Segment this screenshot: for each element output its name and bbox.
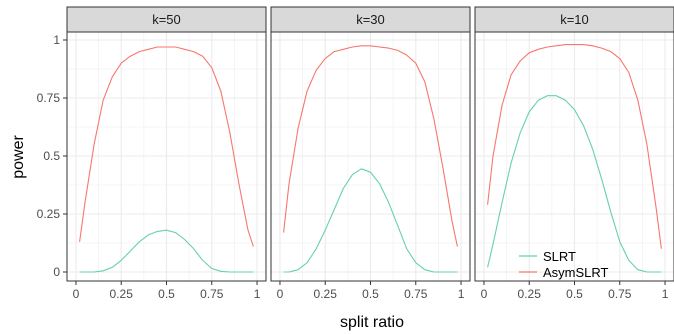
series-line-asymslrt: [487, 44, 662, 249]
x-tick-label: 0.5: [362, 287, 379, 301]
x-tick-label: 1: [458, 287, 465, 301]
series-line-slrt: [283, 168, 458, 273]
series-line-slrt: [487, 95, 662, 273]
x-tick-label: 1: [254, 287, 261, 301]
panel-title: k=30: [356, 12, 385, 27]
panel-title: k=10: [560, 12, 589, 27]
series-line-asymslrt: [283, 45, 458, 247]
panel-1: k=50 0 0.25 0.5 0.75 1 0 0.25 0.5 0.75 1: [37, 6, 267, 301]
x-tick-label: 1: [662, 287, 669, 301]
x-tick-label: 0.5: [158, 287, 175, 301]
y-tick-label: 0.75: [37, 91, 61, 105]
x-tick-label: 0.25: [314, 287, 338, 301]
x-tick-label: 0.5: [566, 287, 583, 301]
legend-label-asymslrt: AsymSLRT: [543, 265, 609, 280]
panel-title: k=50: [152, 12, 181, 27]
x-tick-label: 0: [277, 287, 284, 301]
x-tick-label: 0.75: [608, 287, 632, 301]
y-tick-label: 0.25: [37, 207, 61, 221]
panel-strip: [66, 6, 267, 33]
x-axis-title: split ratio: [340, 314, 404, 331]
x-tick-label: 0: [481, 287, 488, 301]
y-tick-label: 0: [53, 265, 60, 279]
panels: k=50 0 0.25 0.5 0.75 1 0 0.25 0.5 0.75 1 k=30 0 0.25 0…: [37, 6, 674, 301]
series-line-asymslrt: [79, 46, 254, 247]
y-tick-label: 0.5: [43, 149, 60, 163]
x-tick-label: 0: [73, 287, 80, 301]
y-tick-label: 1: [53, 33, 60, 47]
panel-2: k=30 0 0.25 0.5 0.75 1: [270, 6, 471, 301]
legend-label-slrt: SLRT: [543, 249, 576, 264]
x-tick-label: 0.75: [404, 287, 428, 301]
y-axis-title: power: [10, 135, 27, 179]
x-tick-label: 0.75: [200, 287, 224, 301]
series-line-slrt: [79, 229, 254, 273]
x-tick-label: 0.25: [110, 287, 134, 301]
x-tick-label: 0.25: [518, 287, 542, 301]
